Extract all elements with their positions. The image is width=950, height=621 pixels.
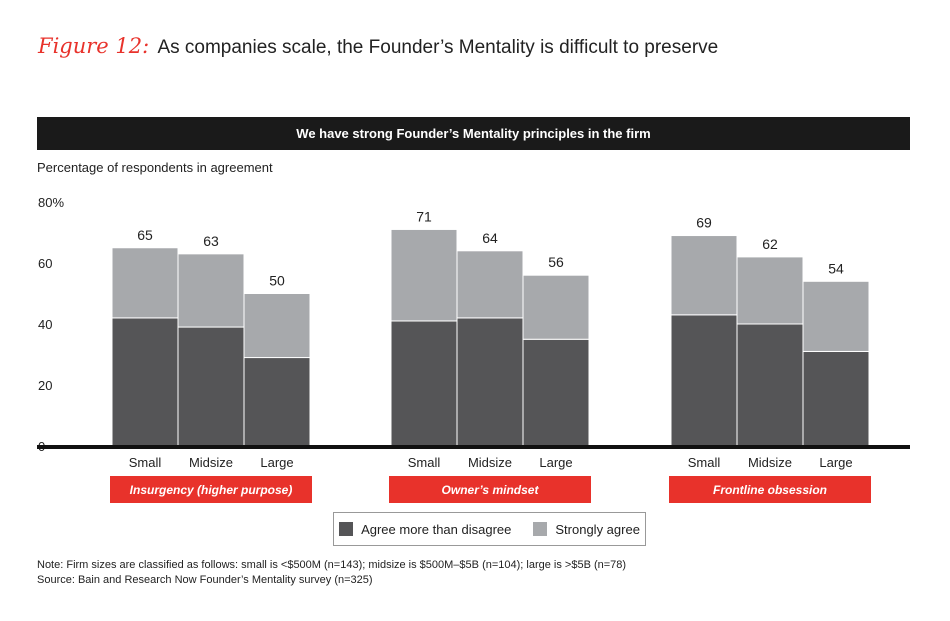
y-tick-label: 80% [38, 195, 64, 210]
bar-strongly [177, 253, 245, 328]
legend-item-strongly: Strongly agree [533, 522, 640, 537]
group-label-box [389, 476, 591, 503]
y-tick-label: 20 [38, 378, 52, 393]
bar-strongly [802, 280, 870, 352]
bar-agree [802, 350, 870, 447]
group-label-box [110, 476, 312, 503]
category-label: Midsize [468, 455, 512, 470]
category-label: Large [539, 455, 572, 470]
footnote-line-1: Note: Firm sizes are classified as follo… [37, 559, 627, 571]
category-label: Small [408, 455, 441, 470]
bar-agree [111, 317, 179, 447]
chart-banner: We have strong Founder’s Mentality princ… [37, 117, 910, 150]
category-label: Small [129, 455, 162, 470]
bar-total-label: 54 [828, 260, 844, 276]
bar-strongly [243, 293, 311, 359]
category-label: Large [819, 455, 852, 470]
bar-strongly [390, 228, 458, 322]
footnote: Note: Firm sizes are classified as follo… [37, 558, 626, 588]
group-label: Frontline obsession [713, 483, 827, 497]
bar-strongly [456, 250, 524, 319]
bar-agree [243, 357, 311, 447]
bar-total-label: 71 [416, 208, 432, 224]
legend-label-strongly: Strongly agree [555, 521, 640, 537]
y-axis-label: Percentage of respondents in agreement [37, 160, 273, 175]
bar-strongly [522, 274, 590, 340]
bar-total-label: 64 [482, 230, 498, 246]
y-tick-label: 60 [38, 256, 52, 271]
y-tick-label: 40 [38, 317, 52, 332]
bar-agree [736, 323, 804, 447]
legend: Agree more than disagree Strongly agree [333, 512, 646, 546]
bar-agree [390, 320, 458, 447]
bar-agree [177, 326, 245, 447]
bar-agree [522, 338, 590, 447]
bar-total-label: 63 [203, 233, 219, 249]
category-label: Midsize [748, 455, 792, 470]
bar-total-label: 50 [269, 273, 285, 289]
bar-total-label: 62 [762, 236, 778, 252]
bar-agree [670, 314, 738, 447]
figure-title-text: As companies scale, the Founder’s Mental… [157, 37, 719, 58]
category-label: Large [260, 455, 293, 470]
legend-swatch-strongly [533, 522, 548, 536]
bar-total-label: 69 [696, 215, 712, 231]
x-axis-line [37, 445, 910, 449]
group-label: Insurgency (higher purpose) [130, 483, 293, 497]
bar-total-label: 65 [137, 227, 153, 243]
legend-swatch-agree [339, 522, 354, 536]
legend-item-agree: Agree more than disagree [339, 522, 511, 537]
group-label-box [669, 476, 871, 503]
category-label: Small [688, 455, 721, 470]
bar-strongly [736, 256, 804, 325]
category-label: Midsize [189, 455, 233, 470]
bar-strongly [670, 235, 738, 316]
group-label: Owner’s mindset [442, 483, 540, 497]
figure-title: Figure 12: As companies scale, the Found… [38, 34, 718, 59]
bar-total-label: 56 [548, 254, 564, 270]
footnote-line-2: Source: Bain and Research Now Founder’s … [37, 574, 373, 586]
legend-label-agree: Agree more than disagree [361, 521, 512, 537]
bar-agree [456, 317, 524, 447]
figure-label: Figure 12: [38, 34, 150, 58]
bar-strongly [111, 247, 179, 319]
